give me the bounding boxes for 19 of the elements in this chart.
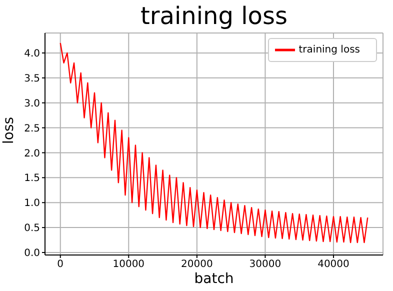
y-tick-label: 0.5	[24, 223, 40, 234]
y-tick-label: 4.0	[24, 48, 40, 60]
legend-label: training loss	[298, 44, 360, 56]
y-tick-label: 1.5	[24, 173, 40, 184]
x-axis-title: batch	[194, 271, 234, 287]
x-tick-label: 30000	[249, 259, 282, 270]
x-tick-label: 10000	[112, 259, 145, 270]
x-tick-label: 40000	[318, 259, 350, 270]
y-tick-label: 3.0	[24, 98, 40, 110]
x-tick-label: 20000	[181, 259, 213, 270]
y-axis-title: loss	[0, 116, 17, 144]
y-tick-label: 1.0	[24, 198, 40, 210]
x-tick-label: 0	[57, 259, 64, 270]
y-tick-label: 2.0	[24, 148, 40, 160]
y-tick-label: 3.5	[24, 73, 40, 84]
y-tick-label: 0.0	[24, 248, 40, 260]
line-series	[60, 42, 368, 244]
chart-title: training loss	[140, 1, 288, 32]
y-tick-label: 2.5	[24, 123, 40, 134]
